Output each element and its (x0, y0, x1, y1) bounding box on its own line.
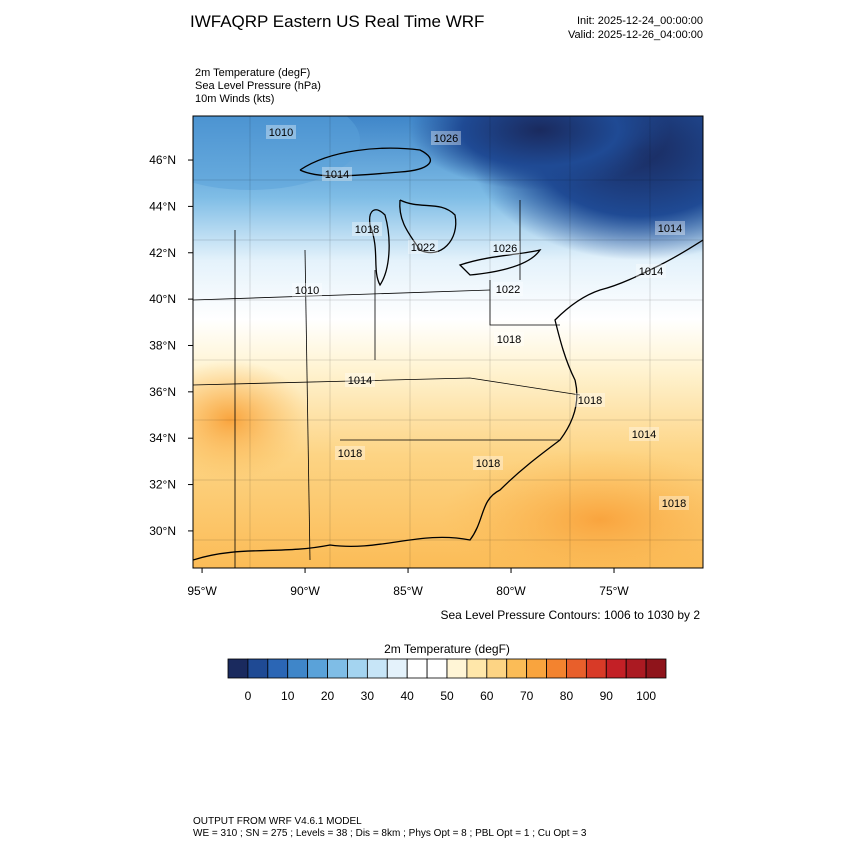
contour-label-box (266, 125, 296, 139)
colorbar-box (287, 658, 309, 679)
colorbar-box (526, 658, 547, 679)
colorbar-tick-label: 60 (480, 689, 494, 703)
contour-label-box (292, 283, 322, 297)
y-tick-label: 32°N (149, 478, 176, 492)
y-tick-label: 34°N (149, 431, 176, 445)
map-frame (192, 115, 704, 569)
contour-label-box (345, 373, 375, 387)
y-tick-label: 46°N (149, 153, 176, 167)
contour-label: 1018 (662, 498, 686, 510)
contour-label: 1018 (355, 224, 379, 236)
colorbar-box (625, 658, 647, 679)
contour-label: 1018 (476, 458, 500, 470)
x-tick-label: 95°W (187, 584, 217, 598)
colorbar-tick-label: 90 (600, 689, 614, 703)
contour-label-box (493, 282, 523, 296)
colorbar-tick-label: 40 (401, 689, 415, 703)
colorbar-box (267, 658, 289, 679)
contour-label: 1026 (493, 243, 517, 255)
colorbar-box (247, 658, 269, 679)
colorbar-box (227, 658, 249, 679)
contour-label: 1018 (578, 395, 602, 407)
contour-label-box (322, 167, 352, 181)
colorbar-box (446, 658, 468, 679)
map-field: 1010 1026 1014 1018 1022 1026 1014 1014 1010 1022… (193, 116, 703, 568)
contour-label-box (629, 427, 659, 441)
y-tick-label: 44°N (149, 199, 176, 213)
contour-labels: 1010 1026 1014 1018 1022 1026 1014 1014 1010 1022… (266, 125, 689, 510)
colorbar-box (546, 658, 567, 679)
colorbar-tick-label: 80 (560, 689, 574, 703)
x-tick-label: 80°W (496, 584, 526, 598)
contour-label-box (494, 332, 524, 346)
contour-label: 1026 (434, 133, 458, 145)
contour-label-box (655, 221, 685, 235)
colorbar-box (486, 658, 508, 679)
contour-label-box (335, 446, 365, 460)
x-tick-label: 75°W (599, 584, 629, 598)
contour-label: 1014 (639, 266, 663, 278)
contour-label: 1018 (497, 334, 521, 346)
colorbar-box (347, 658, 368, 679)
colorbar-box (307, 658, 328, 679)
y-tick-label: 40°N (149, 292, 176, 306)
contour-label-box (431, 131, 461, 145)
init-time: Init: 2025-12-24_00:00:00 (577, 15, 703, 27)
contour-label: 1018 (338, 448, 362, 460)
contour-label: 1022 (411, 242, 435, 254)
colorbar-tick-label: 100 (636, 689, 656, 703)
title: IWFAQRP Eastern US Real Time WRF (190, 12, 484, 31)
y-tick-label: 36°N (149, 385, 176, 399)
field-label: 2m Temperature (degF) (195, 67, 310, 79)
contour-label: 1022 (496, 284, 520, 296)
colorbar-box (327, 658, 348, 679)
colorbar-box (645, 658, 667, 679)
y-tick-label: 38°N (149, 338, 176, 352)
colorbar-box (566, 658, 587, 679)
colorbar-box (585, 658, 607, 679)
contour-label: 1010 (269, 127, 293, 139)
contour-label: 1014 (348, 375, 372, 387)
colorbar-tick-label: 50 (440, 689, 454, 703)
contour-note: Sea Level Pressure Contours: 1006 to 103… (441, 608, 701, 622)
contour-label-box (352, 222, 382, 236)
map-axes: 95°W 90°W 85°W 80°W 75°W 30°N 32°N 34°N 36°N 38°N… (149, 153, 629, 598)
colorbar-box (466, 658, 488, 679)
valid-time: Valid: 2025-12-26_04:00:00 (568, 29, 703, 41)
colorbar-tick-label: 70 (520, 689, 534, 703)
contour-label: 1014 (632, 429, 656, 441)
contour-label-box (473, 456, 503, 470)
colorbar-box (506, 658, 528, 679)
footer-line: OUTPUT FROM WRF V4.6.1 MODEL (193, 816, 362, 827)
x-tick-label: 90°W (290, 584, 320, 598)
contour-label-box (490, 241, 520, 255)
contour-label: 1014 (658, 223, 682, 235)
contour-label-box (659, 496, 689, 510)
contour-label-box (575, 393, 605, 407)
colorbar-box (406, 658, 428, 679)
contour-label: 1014 (325, 169, 349, 181)
y-tick-label: 30°N (149, 524, 176, 538)
colorbar-tick-label: 30 (361, 689, 375, 703)
colorbar-title: 2m Temperature (degF) (384, 642, 510, 656)
contour-label-box (408, 240, 438, 254)
footer-line: WE = 310 ; SN = 275 ; Levels = 38 ; Dis … (193, 828, 587, 839)
colorbar-box (366, 658, 388, 679)
colorbar-box (386, 658, 408, 679)
colorbar-tick-label: 10 (281, 689, 295, 703)
colorbar: 0 10 20 30 40 50 60 70 80 90 100 (227, 658, 667, 703)
colorbar-box (426, 658, 448, 679)
field-label: Sea Level Pressure (hPa) (195, 80, 321, 92)
field-label: 10m Winds (kts) (195, 93, 274, 105)
colorbar-tick-label: 20 (321, 689, 335, 703)
colorbar-tick-label: 0 (245, 689, 252, 703)
contour-label-box (636, 264, 666, 278)
y-tick-label: 42°N (149, 246, 176, 260)
x-tick-label: 85°W (393, 584, 423, 598)
colorbar-box (605, 658, 627, 679)
contour-label: 1010 (295, 285, 319, 297)
